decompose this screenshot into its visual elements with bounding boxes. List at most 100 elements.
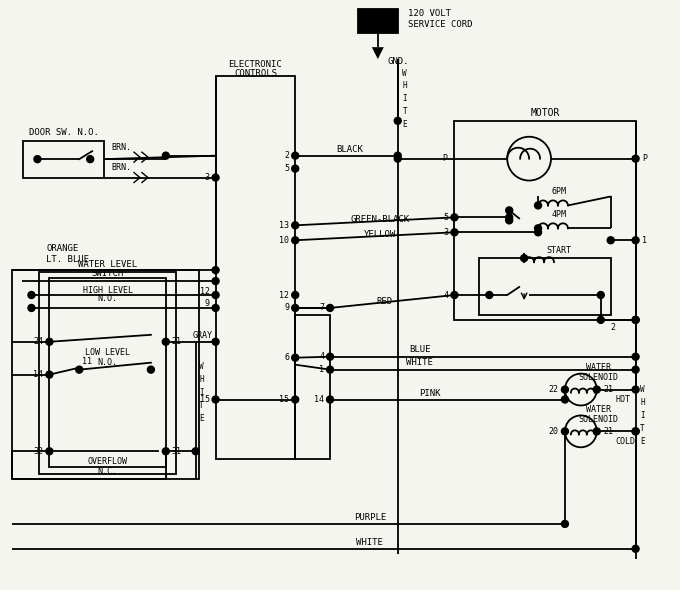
- Circle shape: [521, 255, 528, 261]
- Circle shape: [148, 366, 154, 373]
- Text: 4PM: 4PM: [551, 210, 566, 219]
- Text: 21: 21: [604, 385, 614, 394]
- Circle shape: [326, 304, 333, 312]
- Circle shape: [326, 366, 333, 373]
- Text: DOOR SW. N.O.: DOOR SW. N.O.: [29, 128, 99, 137]
- Circle shape: [292, 396, 299, 403]
- Circle shape: [292, 165, 299, 172]
- Text: 15: 15: [200, 395, 209, 404]
- Circle shape: [28, 304, 35, 312]
- Circle shape: [192, 448, 199, 455]
- Circle shape: [632, 428, 639, 435]
- Text: YELLOW: YELLOW: [364, 230, 396, 239]
- Circle shape: [534, 229, 541, 236]
- Text: 12: 12: [279, 290, 289, 300]
- Text: 12: 12: [200, 287, 209, 296]
- Text: P: P: [643, 154, 647, 163]
- Text: T: T: [199, 401, 204, 410]
- Text: 21: 21: [172, 337, 182, 346]
- Text: 4: 4: [443, 290, 449, 300]
- Circle shape: [597, 291, 605, 299]
- Circle shape: [292, 291, 299, 299]
- Text: RED: RED: [377, 297, 393, 306]
- Circle shape: [632, 428, 639, 435]
- Text: H: H: [199, 375, 204, 384]
- Text: PURPLE: PURPLE: [354, 513, 386, 523]
- Circle shape: [326, 353, 333, 360]
- Text: 5: 5: [284, 164, 289, 173]
- Circle shape: [394, 155, 401, 162]
- Text: N.O.: N.O.: [98, 294, 118, 303]
- Bar: [479, 258, 611, 315]
- Text: OVERFLOW: OVERFLOW: [88, 457, 128, 466]
- Circle shape: [632, 237, 639, 244]
- Text: WHITE: WHITE: [356, 538, 384, 548]
- Circle shape: [506, 217, 513, 224]
- Text: N.C.: N.C.: [98, 467, 118, 476]
- Text: I: I: [199, 388, 204, 397]
- Circle shape: [163, 338, 169, 345]
- Text: 1: 1: [319, 365, 324, 374]
- Circle shape: [562, 428, 568, 435]
- Text: 9: 9: [284, 303, 289, 313]
- Circle shape: [212, 338, 219, 345]
- Bar: [12, 270, 199, 479]
- Text: GND.: GND.: [388, 57, 409, 65]
- Circle shape: [292, 354, 299, 361]
- Text: 11: 11: [82, 357, 92, 366]
- Circle shape: [163, 448, 169, 455]
- Text: 7: 7: [319, 303, 324, 313]
- Text: GRAY: GRAY: [192, 332, 213, 340]
- Text: SERVICE CORD: SERVICE CORD: [408, 20, 472, 29]
- Circle shape: [632, 386, 639, 393]
- Circle shape: [486, 291, 493, 299]
- Text: T: T: [641, 424, 645, 433]
- Text: BRN.: BRN.: [111, 143, 131, 152]
- Text: I: I: [403, 94, 407, 103]
- Bar: [24, 141, 104, 178]
- Bar: [216, 76, 295, 459]
- Text: 6PM: 6PM: [551, 187, 566, 196]
- Circle shape: [607, 237, 614, 244]
- Text: HIGH LEVEL: HIGH LEVEL: [82, 286, 133, 294]
- Circle shape: [534, 225, 541, 232]
- Circle shape: [292, 237, 299, 244]
- Text: WATER: WATER: [586, 405, 611, 414]
- Text: 15: 15: [279, 395, 289, 404]
- Text: H: H: [403, 81, 407, 90]
- Text: PINK: PINK: [419, 389, 441, 398]
- Bar: [454, 121, 636, 320]
- Text: START: START: [547, 245, 571, 255]
- Text: W: W: [641, 385, 645, 394]
- Polygon shape: [372, 47, 384, 59]
- Text: BLUE: BLUE: [409, 345, 430, 354]
- Circle shape: [594, 428, 600, 435]
- Text: BRN.: BRN.: [111, 163, 131, 172]
- Circle shape: [506, 214, 513, 221]
- Text: 22: 22: [548, 385, 558, 394]
- Circle shape: [212, 277, 219, 284]
- Text: 1: 1: [641, 236, 647, 245]
- Text: E: E: [641, 437, 645, 446]
- Bar: [358, 9, 398, 33]
- Text: SWITCH: SWITCH: [92, 268, 124, 278]
- Text: COLD: COLD: [615, 437, 636, 446]
- Circle shape: [163, 152, 169, 159]
- Text: LOW LEVEL: LOW LEVEL: [85, 348, 130, 357]
- Circle shape: [292, 222, 299, 229]
- Circle shape: [46, 371, 53, 378]
- Text: 3: 3: [205, 173, 209, 182]
- Circle shape: [394, 152, 401, 159]
- Text: 31: 31: [172, 447, 182, 455]
- Text: W: W: [199, 362, 204, 371]
- Circle shape: [212, 267, 219, 274]
- Circle shape: [451, 291, 458, 299]
- Text: W: W: [403, 68, 407, 77]
- Text: WATER LEVEL: WATER LEVEL: [78, 260, 137, 268]
- Text: 2: 2: [284, 151, 289, 160]
- Text: 21: 21: [604, 427, 614, 436]
- Circle shape: [562, 396, 568, 403]
- Circle shape: [632, 316, 639, 323]
- Text: CONTROLS: CONTROLS: [234, 68, 277, 77]
- Text: E: E: [403, 120, 407, 129]
